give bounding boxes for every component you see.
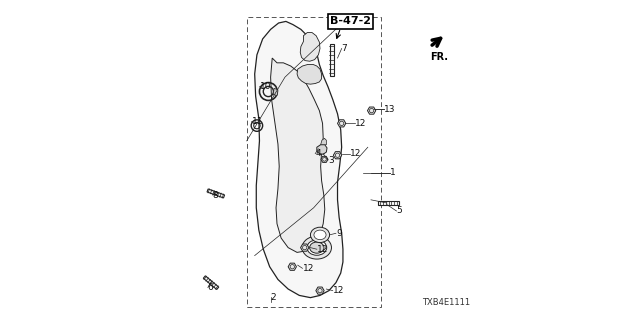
Polygon shape (204, 276, 219, 290)
Ellipse shape (314, 230, 326, 240)
Polygon shape (337, 120, 346, 127)
Polygon shape (321, 156, 328, 162)
Polygon shape (321, 138, 326, 145)
Polygon shape (255, 21, 343, 298)
Polygon shape (271, 58, 324, 252)
Ellipse shape (310, 227, 330, 243)
Text: 10: 10 (259, 82, 271, 91)
Ellipse shape (307, 240, 326, 255)
Text: 12: 12 (303, 264, 314, 273)
Polygon shape (317, 145, 327, 154)
Text: 8: 8 (212, 190, 218, 200)
Polygon shape (378, 201, 399, 204)
Text: 3: 3 (328, 156, 333, 164)
Polygon shape (273, 88, 278, 95)
Text: 12: 12 (317, 245, 328, 254)
Text: 2: 2 (271, 292, 276, 301)
Polygon shape (207, 189, 225, 198)
Polygon shape (297, 64, 321, 84)
Text: 5: 5 (396, 206, 402, 215)
Ellipse shape (310, 242, 324, 253)
Polygon shape (288, 263, 296, 270)
Text: TXB4E1111: TXB4E1111 (422, 298, 470, 307)
Text: B-47-2: B-47-2 (330, 16, 371, 27)
Text: 4: 4 (316, 149, 321, 158)
Text: 12: 12 (350, 149, 362, 158)
Bar (246, 17, 381, 307)
Polygon shape (333, 152, 342, 159)
Text: 12: 12 (333, 286, 344, 295)
Text: 12: 12 (355, 119, 367, 128)
Text: 11: 11 (252, 117, 263, 126)
Text: 6: 6 (208, 283, 214, 292)
Text: 7: 7 (342, 44, 348, 53)
Polygon shape (301, 244, 309, 251)
Polygon shape (367, 107, 376, 114)
Text: 1: 1 (390, 168, 396, 177)
Ellipse shape (302, 236, 332, 259)
Polygon shape (316, 287, 324, 294)
Text: 13: 13 (384, 105, 396, 114)
Polygon shape (330, 44, 333, 76)
Text: FR.: FR. (430, 52, 448, 62)
Polygon shape (300, 33, 320, 61)
Text: 9: 9 (336, 229, 342, 238)
